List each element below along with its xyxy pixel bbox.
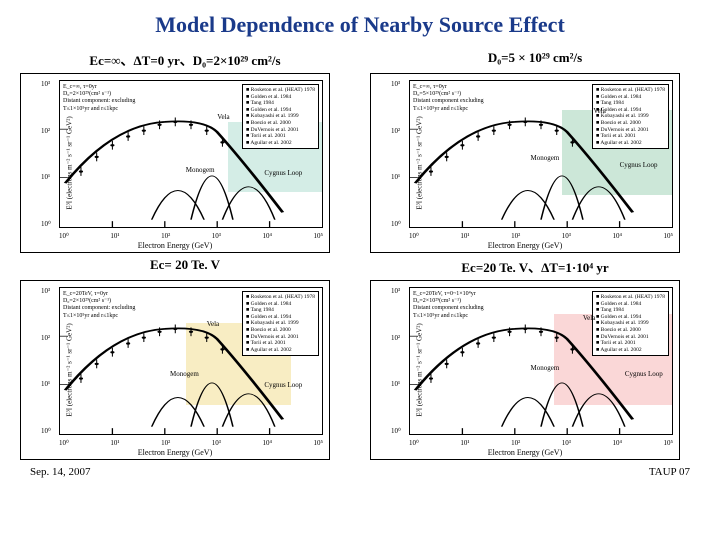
subtitle-2: Ec= 20 Te. V — [20, 255, 350, 278]
parameters-text: E_c=20TeV, τ=0yrD₀=2×10²⁹(cm² s⁻¹)Distan… — [63, 291, 135, 320]
legend-item: ■ Aguilar et al. 2002 — [596, 140, 665, 147]
legend-item: ■ DuVernois et al. 2001 — [596, 334, 665, 341]
legend-item: ■ Torii et al. 2001 — [596, 133, 665, 140]
y-ticks: 10⁰10¹10²10³ — [41, 80, 51, 228]
legend-item: ■ Golden et al. 1994 — [246, 314, 315, 321]
legend-item: ■ Golden et al. 1984 — [596, 94, 665, 101]
footer: Sep. 14, 2007 TAUP 07 — [20, 466, 700, 478]
peak-label: Vela — [217, 113, 229, 121]
x-ticks: 10⁰10¹10²10³10⁴10⁵ — [59, 439, 323, 447]
plot-0: E³I (electrons m⁻² s⁻¹ sr⁻¹ GeV²)Electro… — [20, 73, 330, 253]
plot-area: E_c=∞, τ=0yrD₀=2×10²⁹(cm² s⁻¹)Distant co… — [59, 80, 323, 228]
x-axis-label: Electron Energy (GeV) — [138, 241, 213, 250]
page-title: Model Dependence of Nearby Source Effect — [20, 12, 700, 38]
x-ticks: 10⁰10¹10²10³10⁴10⁵ — [409, 232, 673, 240]
y-ticks: 10⁰10¹10²10³ — [391, 80, 401, 228]
legend-item: ■ Kobayashi et al. 1999 — [596, 320, 665, 327]
footer-venue: TAUP 07 — [649, 466, 690, 478]
legend-item: ■ Aguilar et al. 2002 — [596, 347, 665, 354]
legend-item: ■ Golden et al. 1984 — [246, 94, 315, 101]
legend: ■ Rosketon et al. (HEAT) 1978■ Golden et… — [592, 291, 669, 356]
peak-label: Cygnus Loop — [264, 169, 302, 177]
plot-grid: Ec=∞、ΔT=0 yr、D₀=2×10²⁹ cm²/s D₀=5 × 10²⁹… — [20, 48, 700, 460]
legend-item: ■ Golden et al. 1994 — [596, 107, 665, 114]
subtitle-0: Ec=∞、ΔT=0 yr、D₀=2×10²⁹ cm²/s — [20, 48, 350, 71]
peak-label: Monogem — [531, 364, 560, 372]
legend-item: ■ Boezio et al. 2000 — [596, 120, 665, 127]
y-ticks: 10⁰10¹10²10³ — [41, 287, 51, 435]
legend-item: ■ Tang 1984 — [246, 100, 315, 107]
x-axis-label: Electron Energy (GeV) — [138, 448, 213, 457]
peak-label: Cygnus Loop — [625, 370, 663, 378]
legend-item: ■ Boezio et al. 2000 — [246, 120, 315, 127]
legend-item: ■ Rosketon et al. (HEAT) 1978 — [596, 87, 665, 94]
legend-item: ■ Golden et al. 1994 — [246, 107, 315, 114]
legend-item: ■ DuVernois et al. 2001 — [246, 334, 315, 341]
footer-date: Sep. 14, 2007 — [30, 466, 91, 478]
legend-item: ■ Golden et al. 1994 — [596, 314, 665, 321]
plot-2: E³I (electrons m⁻² s⁻¹ sr⁻¹ GeV²)Electro… — [20, 280, 330, 460]
legend-item: ■ Tang 1984 — [596, 100, 665, 107]
legend-item: ■ Boezio et al. 2000 — [596, 327, 665, 334]
plot-3: E³I (electrons m⁻² s⁻¹ sr⁻¹ GeV²)Electro… — [370, 280, 680, 460]
peak-label: Vela — [593, 107, 605, 115]
legend-item: ■ Boezio et al. 2000 — [246, 327, 315, 334]
legend-item: ■ Aguilar et al. 2002 — [246, 140, 315, 147]
x-ticks: 10⁰10¹10²10³10⁴10⁵ — [59, 232, 323, 240]
legend-item: ■ DuVernois et al. 2001 — [596, 127, 665, 134]
legend-item: ■ Tang 1984 — [596, 307, 665, 314]
peak-label: Monogem — [531, 154, 560, 162]
x-ticks: 10⁰10¹10²10³10⁴10⁵ — [409, 439, 673, 447]
legend-item: ■ Kobayashi et al. 1999 — [246, 113, 315, 120]
legend-item: ■ Kobayashi et al. 1999 — [246, 320, 315, 327]
peak-label: Monogem — [170, 370, 199, 378]
legend: ■ Rosketon et al. (HEAT) 1978■ Golden et… — [242, 84, 319, 149]
parameters-text: E_c=∞, τ=0yrD₀=2×10²⁹(cm² s⁻¹)Distant co… — [63, 84, 135, 113]
plot-1: E³I (electrons m⁻² s⁻¹ sr⁻¹ GeV²)Electro… — [370, 73, 680, 253]
peak-label: Monogem — [186, 166, 215, 174]
peak-label: Vela — [583, 314, 595, 322]
plot-area: E_c=20TeV, τ=0yrD₀=2×10²⁹(cm² s⁻¹)Distan… — [59, 287, 323, 435]
peak-label: Cygnus Loop — [264, 381, 302, 389]
legend-item: ■ Golden et al. 1984 — [596, 301, 665, 308]
legend-item: ■ Rosketon et al. (HEAT) 1978 — [246, 294, 315, 301]
legend-item: ■ Golden et al. 1984 — [246, 301, 315, 308]
plot-area: E_c=∞, τ=0yrD₀=5×10²⁹(cm² s⁻¹)Distant co… — [409, 80, 673, 228]
legend-item: ■ Rosketon et al. (HEAT) 1978 — [596, 294, 665, 301]
peak-label: Cygnus Loop — [620, 161, 658, 169]
legend-item: ■ Torii et al. 2001 — [246, 133, 315, 140]
y-ticks: 10⁰10¹10²10³ — [391, 287, 401, 435]
legend-item: ■ Aguilar et al. 2002 — [246, 347, 315, 354]
legend: ■ Rosketon et al. (HEAT) 1978■ Golden et… — [242, 291, 319, 356]
legend: ■ Rosketon et al. (HEAT) 1978■ Golden et… — [592, 84, 669, 149]
parameters-text: E_c=∞, τ=0yrD₀=5×10²⁹(cm² s⁻¹)Distant co… — [413, 84, 484, 113]
parameters-text: E_c=20TeV, τ=0~1×10⁴yrD₀=2×10²⁹(cm² s⁻¹)… — [413, 291, 484, 320]
legend-item: ■ DuVernois et al. 2001 — [246, 127, 315, 134]
legend-item: ■ Torii et al. 2001 — [246, 340, 315, 347]
peak-label: Vela — [207, 320, 219, 328]
legend-item: ■ Rosketon et al. (HEAT) 1978 — [246, 87, 315, 94]
x-axis-label: Electron Energy (GeV) — [488, 241, 563, 250]
x-axis-label: Electron Energy (GeV) — [488, 448, 563, 457]
subtitle-1: D₀=5 × 10²⁹ cm²/s — [370, 48, 700, 71]
legend-item: ■ Torii et al. 2001 — [596, 340, 665, 347]
legend-item: ■ Tang 1984 — [246, 307, 315, 314]
plot-area: E_c=20TeV, τ=0~1×10⁴yrD₀=2×10²⁹(cm² s⁻¹)… — [409, 287, 673, 435]
subtitle-3: Ec=20 Te. V、ΔT=1·10⁴ yr — [370, 255, 700, 278]
legend-item: ■ Kobayashi et al. 1999 — [596, 113, 665, 120]
